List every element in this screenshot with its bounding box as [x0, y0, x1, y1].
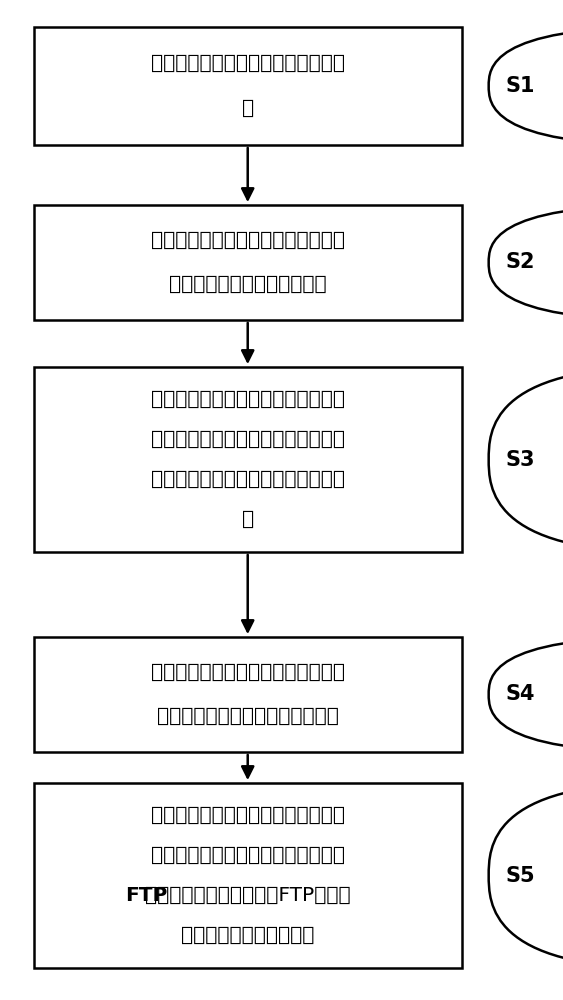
- Text: 数据采集单元收到定时消息后，采集: 数据采集单元收到定时消息后，采集: [151, 390, 345, 409]
- Text: S2: S2: [506, 252, 535, 272]
- Bar: [34, 205, 462, 320]
- Text: 数: 数: [242, 99, 254, 118]
- Text: S5: S5: [506, 865, 535, 886]
- Text: 数据上传单元收到外部定时发送的上: 数据上传单元收到外部定时发送的上: [151, 806, 345, 825]
- Text: 数据进行组包，然后通过FTP协议上: 数据进行组包，然后通过FTP协议上: [145, 886, 351, 905]
- Text: 元: 元: [242, 510, 254, 529]
- Text: 数据进行组包，然后通过: 数据进行组包，然后通过: [0, 999, 1, 1000]
- Text: 压缩和分包，主动上报给数据存储单: 压缩和分包，主动上报给数据存储单: [151, 470, 345, 489]
- Text: S3: S3: [506, 450, 535, 470]
- Text: 数据存储单元对接收到的数据进行合: 数据存储单元对接收到的数据进行合: [151, 663, 345, 682]
- Text: FTP: FTP: [125, 886, 168, 905]
- Bar: [34, 367, 462, 552]
- Text: 该采集间隔内的数据，针对数据进行: 该采集间隔内的数据，针对数据进行: [151, 430, 345, 449]
- Text: S4: S4: [506, 684, 535, 704]
- Bar: [34, 783, 462, 968]
- Text: 通过参数配置单元配置数据采集的参: 通过参数配置单元配置数据采集的参: [151, 54, 345, 73]
- Bar: [34, 27, 462, 145]
- Text: S1: S1: [506, 76, 535, 96]
- Text: 包和解压缩，经过解析后存储数据: 包和解压缩，经过解析后存储数据: [157, 707, 339, 726]
- Text: 传到外设的数据服务器中: 传到外设的数据服务器中: [181, 926, 314, 945]
- Bar: [34, 637, 462, 752]
- Text: 传命令后，将数据存储单元中存储的: 传命令后，将数据存储单元中存储的: [151, 846, 345, 865]
- Text: 定时器单元根据采集间隔，周期性地: 定时器单元根据采集间隔，周期性地: [151, 231, 345, 250]
- Text: FTP: FTP: [0, 999, 1, 1000]
- Text: 向数据采集单元发出定时消息: 向数据采集单元发出定时消息: [169, 275, 327, 294]
